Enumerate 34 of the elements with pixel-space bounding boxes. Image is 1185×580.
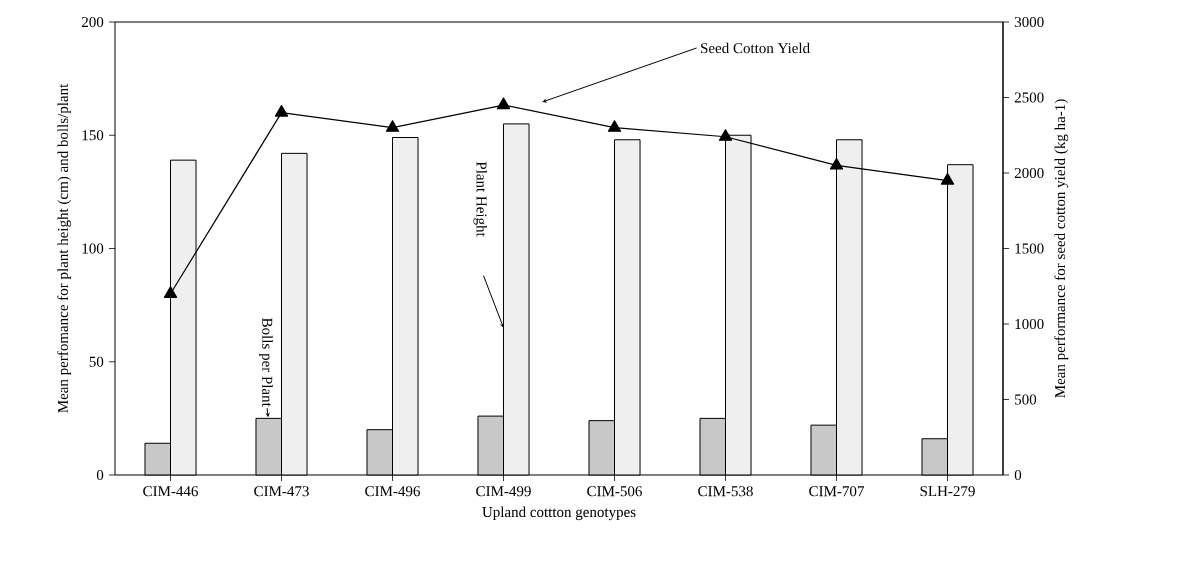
point [829, 157, 844, 170]
text: Bolls per Plant [259, 318, 273, 407]
point [163, 286, 178, 298]
y-axis-title: Mean perfomance for plant height (cm) and bolls/plant [57, 83, 72, 413]
y2-tick-label: 0 [1014, 469, 1022, 481]
x-tick-label: CIM-499 [476, 486, 531, 497]
x-tick-label: CIM-707 [809, 486, 864, 497]
y-tick-label: 150 [82, 130, 104, 141]
point [496, 97, 511, 110]
y2-tick-label: 3000 [1014, 16, 1044, 28]
y2-tick-label: 500 [1015, 394, 1037, 405]
x-tick-label: SLH-279 [920, 486, 975, 497]
x-tick-label: CIM-506 [587, 486, 642, 497]
point [274, 104, 289, 117]
point [718, 129, 733, 141]
text: Seed Cotton Yield [701, 42, 810, 54]
y2-tick-label: 1000 [1015, 318, 1044, 330]
y-tick-label: 100 [82, 243, 104, 254]
x-tick-label: CIM-446 [143, 486, 198, 497]
y-tick-label: 200 [81, 16, 104, 28]
y2-axis-title: Mean performance for seed cotton yield (kg ha-1) [1054, 99, 1069, 398]
y2-tick-label: 2500 [1014, 92, 1044, 103]
point [607, 120, 622, 132]
point [940, 172, 955, 185]
y2-tick-label: 1500 [1015, 243, 1044, 254]
y2-tick-label: 2000 [1014, 167, 1044, 179]
text: Plant Height [473, 161, 488, 237]
point [385, 120, 400, 132]
x-tick-label: CIM-538 [698, 486, 753, 497]
x-tick-label: CIM-473 [254, 486, 309, 497]
y-tick-label: 0 [96, 469, 104, 481]
y-tick-label: 50 [89, 356, 104, 367]
x-axis-title: Upland cottton genotypes [482, 506, 636, 521]
x-tick-label: CIM-496 [365, 486, 420, 497]
